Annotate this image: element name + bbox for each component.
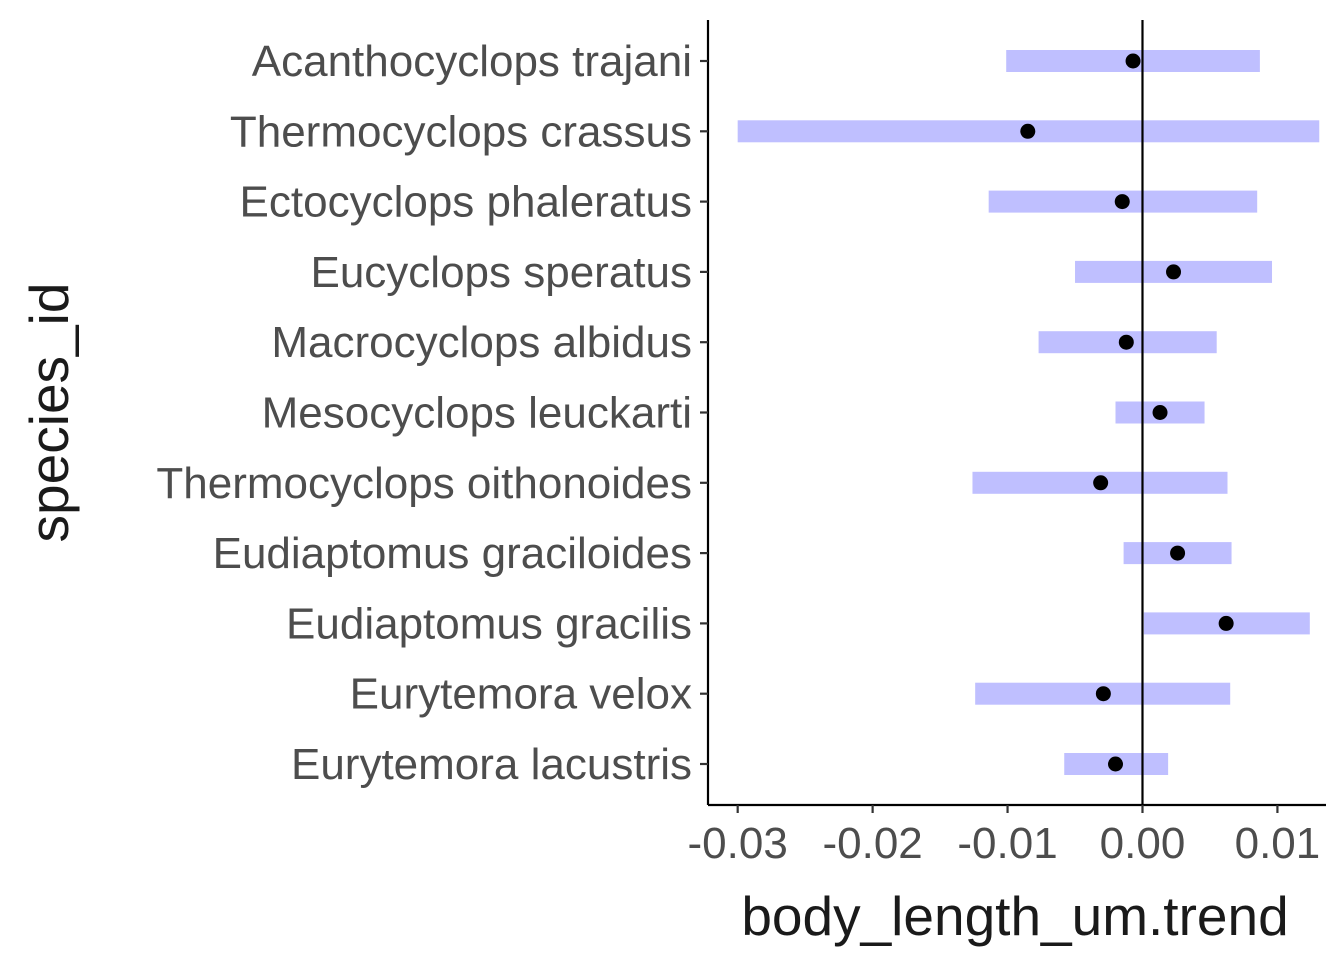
interval-bars (737, 50, 1320, 775)
estimate-point (1108, 756, 1124, 772)
estimate-point (1125, 53, 1141, 69)
y-tick-label: Eudiaptomus graciloides (213, 529, 692, 578)
estimate-point (1166, 264, 1182, 280)
x-axis-title: body_length_um.trend (741, 885, 1288, 947)
estimate-point (1095, 686, 1111, 702)
estimate-point (1218, 615, 1234, 631)
y-tick-label: Eucyclops speratus (310, 248, 692, 297)
estimate-points (1020, 53, 1234, 772)
y-tick-label: Eudiaptomus gracilis (286, 599, 692, 648)
y-tick-label: Ectocyclops phaleratus (240, 178, 692, 227)
x-tick-label: -0.03 (688, 819, 788, 868)
x-tick-label: 0.00 (1100, 819, 1186, 868)
y-tick-label: Eurytemora velox (350, 670, 692, 719)
estimate-point (1020, 123, 1036, 139)
y-tick-label: Acanthocyclops trajani (252, 37, 692, 86)
y-tick-label: Thermocyclops crassus (230, 107, 692, 156)
x-tick-label: -0.01 (957, 819, 1057, 868)
x-axis-ticks: -0.03 -0.02 -0.01 0.00 0.01 (688, 805, 1321, 868)
estimate-point (1152, 405, 1168, 420)
y-axis-ticks: Acanthocyclops trajani Thermocyclops cras… (156, 37, 708, 789)
x-tick-label: -0.02 (822, 819, 922, 868)
y-axis-title: species_id (18, 283, 80, 543)
estimate-point (1093, 475, 1109, 491)
estimate-point (1114, 194, 1130, 210)
y-tick-label: Mesocyclops leuckarti (262, 389, 692, 438)
y-tick-label: Macrocyclops albidus (271, 318, 692, 367)
estimate-point (1170, 545, 1186, 561)
x-tick-label: 0.01 (1235, 819, 1321, 868)
y-tick-label: Thermocyclops oithonoides (156, 459, 692, 508)
y-tick-label: Eurytemora lacustris (291, 740, 692, 789)
estimate-point (1118, 334, 1134, 350)
